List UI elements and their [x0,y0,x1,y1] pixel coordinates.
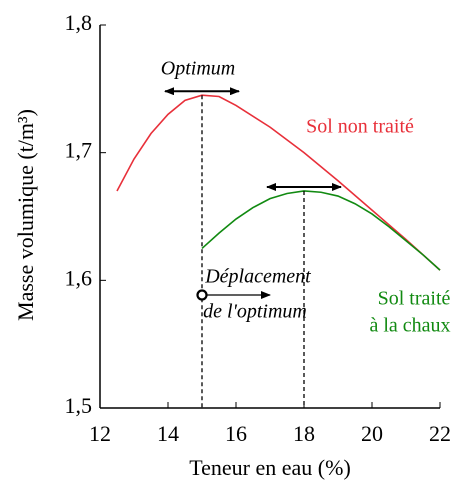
y-tick-label: 1,8 [65,10,93,35]
annotation: Sol non traité [306,116,414,138]
x-axis-label: Teneur en eau (%) [189,455,351,480]
x-tick-label: 22 [429,421,451,446]
annotation: de l'optimum [203,301,307,323]
y-tick-label: 1,7 [65,138,93,163]
y-axis-label: Masse volumique (t/m³) [13,109,38,321]
x-tick-label: 16 [225,421,247,446]
x-tick-label: 20 [361,421,383,446]
annotation: Sol traité [378,288,451,310]
annotation: Optimum [161,58,235,80]
x-tick-label: 18 [293,421,315,446]
line [116,94,441,271]
shift-origin [196,289,208,301]
y-tick-label: 1,6 [65,265,93,290]
annotation: Déplacement [204,266,311,288]
annotation: à la chaux [369,315,450,337]
x-tick-label: 12 [89,421,111,446]
y-tick-label: 1,5 [65,393,93,418]
line [201,190,441,271]
x-tick-label: 14 [157,421,179,446]
